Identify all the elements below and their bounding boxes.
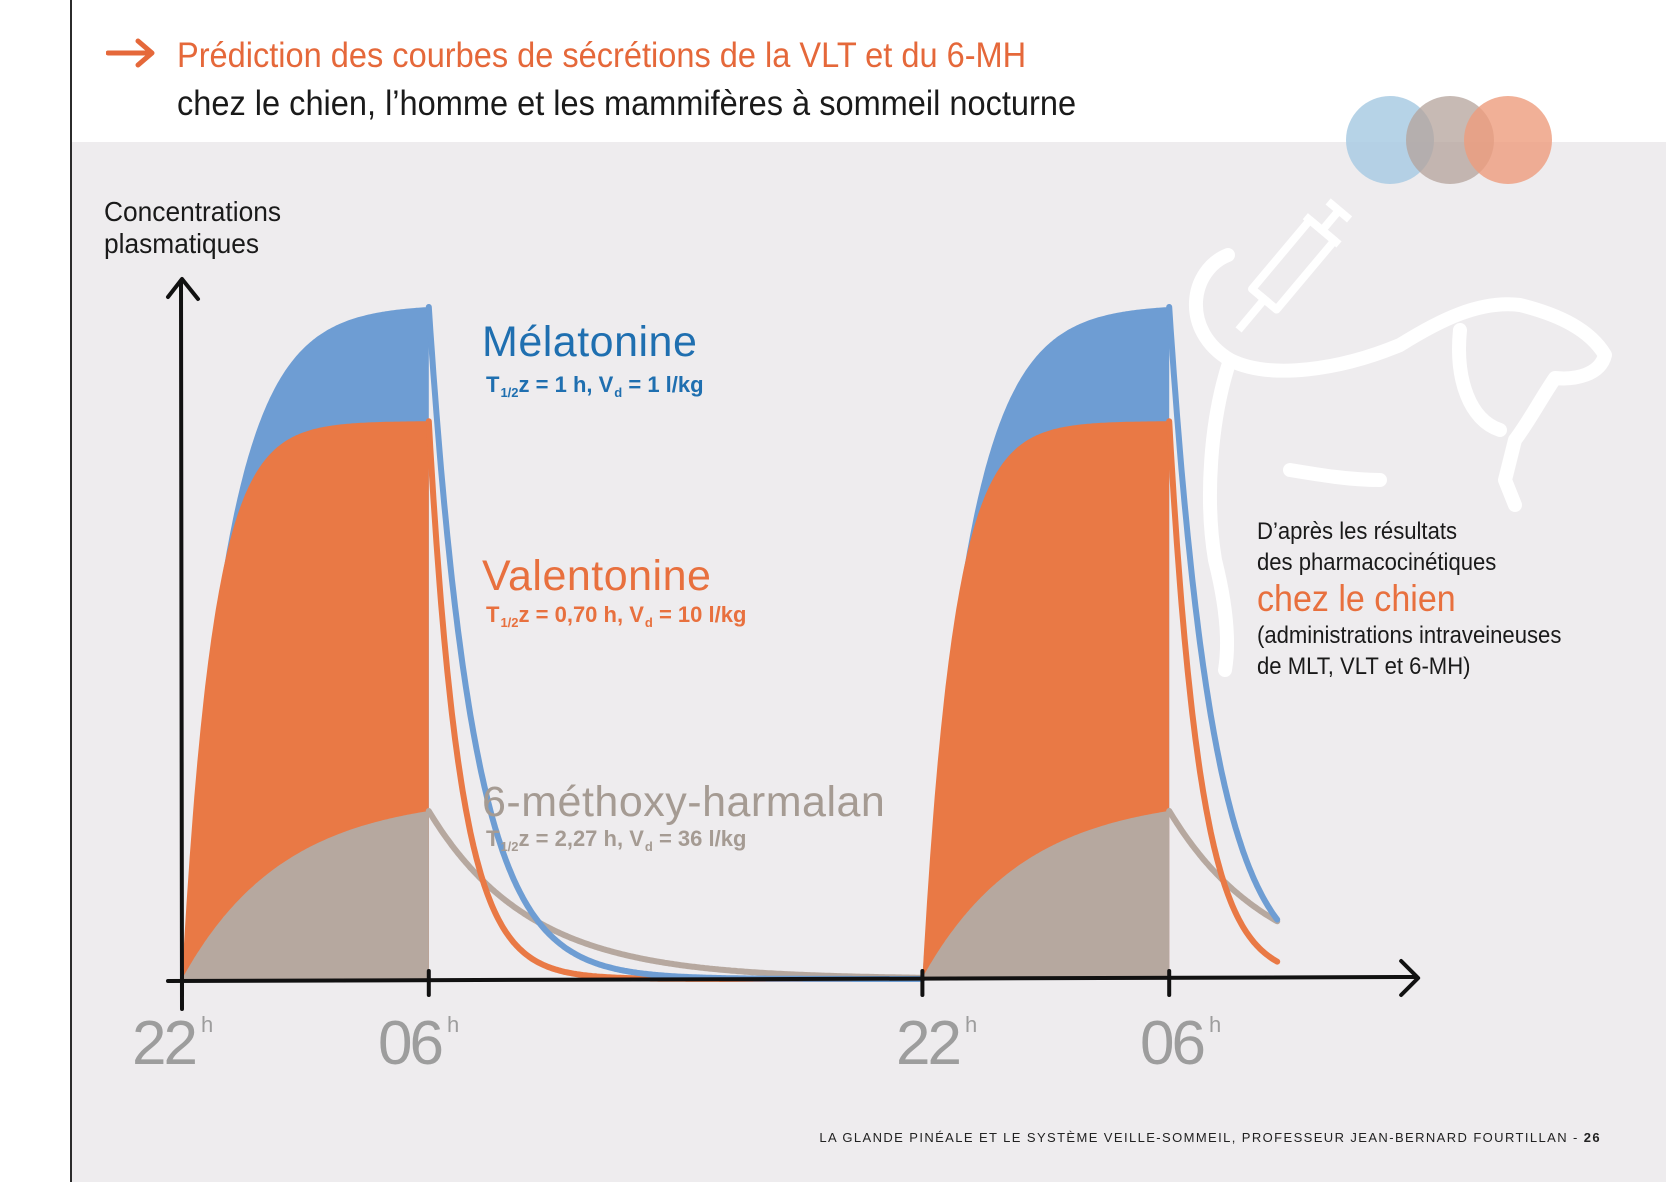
note-line: D’après les résultats	[1257, 518, 1458, 545]
legend-valentonine-name: Valentonine	[482, 552, 712, 600]
page-title: Prédiction des courbes de sécrétions de …	[177, 36, 1027, 75]
note-line: de MLT, VLT et 6-MH)	[1257, 653, 1471, 680]
x-tick-label: 06 h	[378, 1009, 460, 1078]
x-axis	[166, 975, 1418, 983]
page-number: 26	[1583, 1130, 1601, 1145]
note-highlight: chez le chien	[1257, 578, 1456, 619]
source-note: D’après les résultats des pharmacocinéti…	[1257, 516, 1587, 682]
legend-6mh-name: 6-méthoxy-harmalan	[482, 778, 886, 826]
page-subtitle: chez le chien, l’homme et les mammifères…	[177, 84, 1077, 123]
legend-melatonine-params: T1/2z = 1 h, Vd = 1 l/kg	[486, 372, 704, 400]
x-tick-label: 06 h	[1140, 1009, 1222, 1078]
y-axis	[179, 280, 184, 1011]
note-line: (administrations intraveineuses	[1257, 622, 1562, 649]
legend-valentonine-params: T1/2z = 0,70 h, Vd = 10 l/kg	[486, 602, 747, 630]
x-tick-label: 22 h	[896, 1009, 978, 1078]
left-margin-rule	[70, 0, 72, 1182]
x-axis-arrowhead	[1399, 959, 1421, 997]
legend-melatonine-name: Mélatonine	[482, 318, 698, 366]
syringe-icon	[1235, 198, 1353, 333]
y-axis-arrowhead	[166, 277, 200, 301]
arrow-right-icon	[106, 38, 155, 68]
y-axis-label: Concentrations plasmatiques	[104, 196, 282, 259]
page-footer: LA GLANDE PINÉALE ET LE SYSTÈME VEILLE-S…	[819, 1130, 1601, 1145]
6mh-decay-line-2	[1166, 807, 1281, 925]
dog-outline-icon	[1188, 248, 1612, 677]
x-tick-label: 22 h	[132, 1009, 214, 1078]
note-line: des pharmacocinétiques	[1257, 549, 1497, 576]
6mh-area-2	[922, 810, 1170, 979]
melatonine-decay-line-1	[425, 304, 926, 982]
three-circles-logo-icon	[1346, 96, 1552, 184]
melatonine-decay-line-2	[1166, 304, 1281, 923]
valentonine-decay-line-2	[1166, 418, 1281, 965]
legend-6mh-params: T1/2z = 2,27 h, Vd = 36 l/kg	[486, 826, 747, 854]
6mh-area-1	[182, 811, 429, 979]
